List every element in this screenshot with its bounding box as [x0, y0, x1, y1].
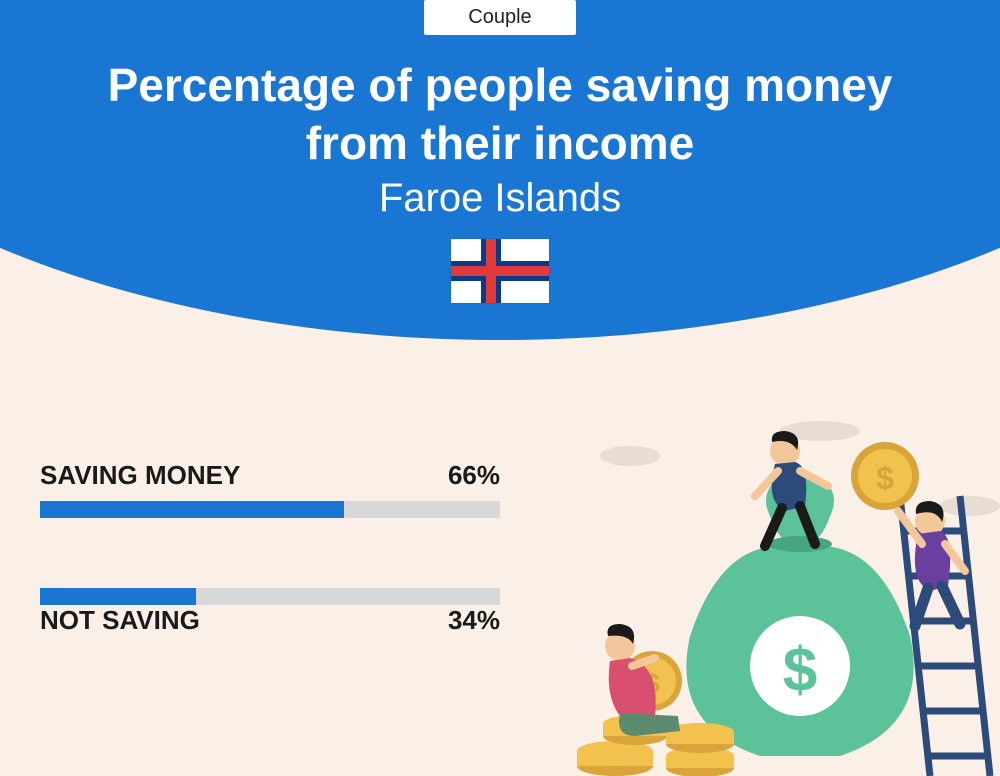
- bar-saving: SAVING MONEY 66%: [40, 460, 500, 518]
- bar-label: SAVING MONEY: [40, 460, 240, 491]
- svg-text:$: $: [876, 460, 894, 496]
- category-badge: Couple: [424, 0, 575, 35]
- page-subtitle: Faroe Islands: [0, 176, 1000, 221]
- bar-fill: [40, 588, 196, 605]
- bar-value: 34%: [448, 605, 500, 636]
- money-illustration: $ $: [560, 416, 1000, 776]
- bar-not-saving: NOT SAVING 34%: [40, 588, 500, 636]
- bar-label: NOT SAVING: [40, 605, 200, 636]
- bars-section: SAVING MONEY 66% NOT SAVING 34%: [40, 460, 500, 706]
- faroe-flag-icon: [451, 239, 549, 303]
- bar-value: 66%: [448, 460, 500, 491]
- bar-fill: [40, 501, 344, 518]
- header: Couple Percentage of people saving money…: [0, 0, 1000, 308]
- bar-track: [40, 588, 500, 605]
- page-title: Percentage of people saving money from t…: [0, 57, 1000, 172]
- svg-text:$: $: [783, 636, 817, 705]
- bar-track: [40, 501, 500, 518]
